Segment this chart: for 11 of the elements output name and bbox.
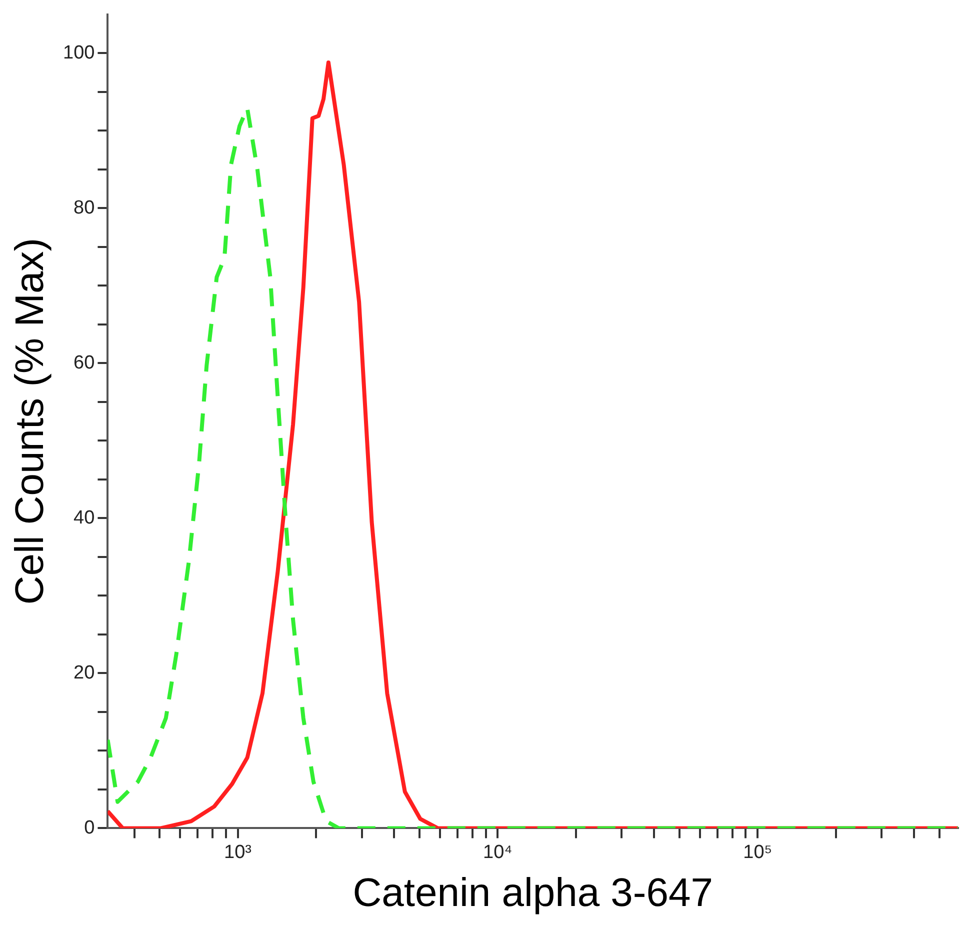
x-tick-label: 10³	[224, 842, 252, 863]
y-tick-label: 80	[74, 197, 95, 218]
y-tick-label: 0	[84, 817, 95, 838]
y-tick-label: 60	[74, 352, 95, 374]
x-tick-label: 10⁴	[483, 842, 512, 863]
y-tick-label: 100	[63, 42, 95, 64]
y-tick-label: 40	[74, 507, 95, 528]
y-tick-label: 20	[74, 662, 95, 684]
y-axis-title: Cell Counts (% Max)	[8, 238, 52, 605]
x-tick-label: 10⁵	[743, 842, 772, 863]
x-axis-title: Catenin alpha 3-647	[352, 871, 713, 916]
